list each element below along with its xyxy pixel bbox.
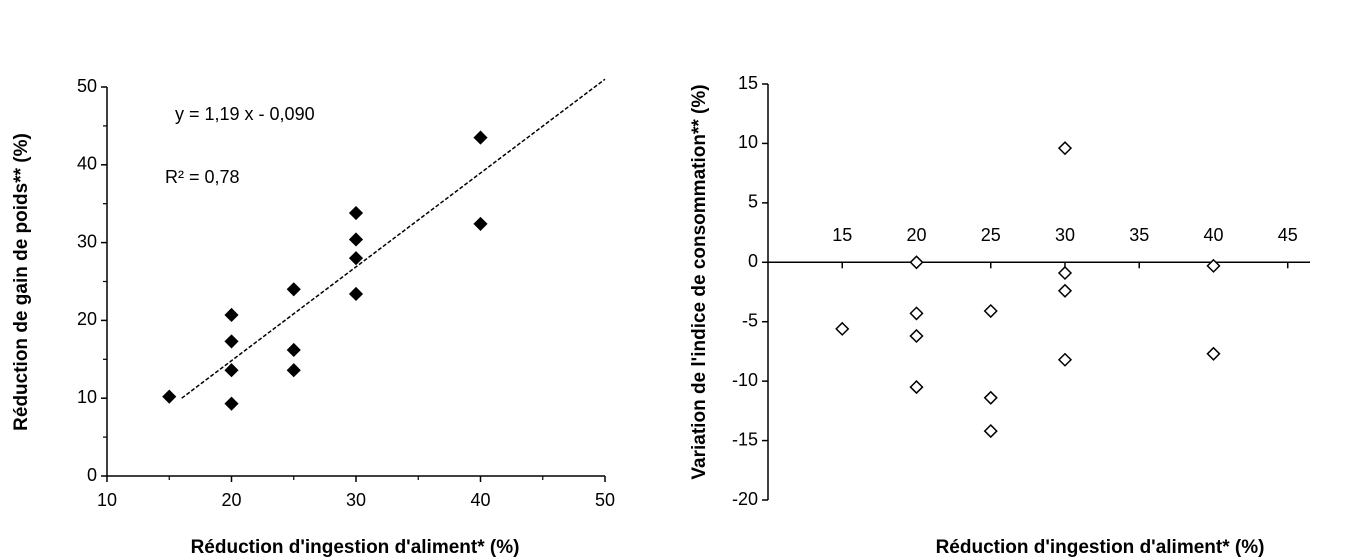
y-tick-label: 40: [77, 154, 97, 174]
data-point: [162, 389, 177, 404]
data-point: [286, 342, 301, 358]
data-point: [983, 390, 998, 405]
x-tick-label: 35: [1129, 225, 1149, 245]
x-axis-label: Réduction d'ingestion d'aliment* (%): [191, 537, 520, 558]
y-tick-label: 50: [77, 76, 97, 96]
data-point: [473, 130, 488, 145]
y-tick-label: 5: [748, 192, 758, 212]
y-tick-label: 10: [738, 132, 758, 152]
data-point: [224, 334, 239, 349]
data-point: [909, 306, 924, 321]
data-point: [983, 303, 998, 319]
y-tick-label: 15: [738, 73, 758, 93]
x-tick-label: 25: [981, 225, 1001, 245]
x-tick-label: 40: [470, 490, 490, 510]
y-tick-label: 0: [748, 251, 758, 271]
y-axis-label: Réduction de gain de poids** (%): [11, 133, 32, 431]
x-tick-label: 50: [595, 490, 615, 510]
y-tick-label: -20: [732, 489, 758, 509]
data-point: [348, 251, 364, 266]
annotation: y = 1,19 x - 0,090: [175, 104, 315, 124]
data-point: [909, 380, 924, 395]
y-tick-label: 0: [87, 465, 97, 485]
data-point: [286, 282, 301, 297]
data-point: [348, 286, 364, 302]
data-point: [224, 396, 239, 411]
y-tick-label: 20: [77, 309, 97, 329]
data-point: [1206, 346, 1221, 361]
y-axis-label: Variation de l'indice de consommation** …: [689, 84, 710, 479]
data-point: [473, 216, 488, 231]
data-point: [1057, 265, 1073, 281]
annotation: R² = 0,78: [165, 167, 240, 187]
data-point: [1057, 352, 1073, 367]
x-axis-label: Réduction d'ingestion d'aliment* (%): [936, 537, 1265, 558]
data-point: [224, 307, 239, 323]
y-tick-label: -5: [742, 310, 758, 330]
data-point: [909, 255, 924, 270]
y-tick-label: 30: [77, 231, 97, 251]
data-point: [1057, 283, 1073, 298]
y-tick-label: -15: [732, 429, 758, 449]
trendline: [181, 78, 606, 399]
data-point: [348, 232, 364, 247]
data-point: [1057, 141, 1073, 156]
y-tick-label: 10: [77, 387, 97, 407]
x-tick-label: 10: [97, 490, 117, 510]
x-tick-label: 30: [346, 490, 366, 510]
data-point: [835, 321, 850, 336]
y-tick-label: -10: [732, 370, 758, 390]
x-tick-label: 20: [221, 490, 241, 510]
data-point: [348, 205, 364, 221]
x-tick-label: 15: [832, 225, 852, 245]
x-tick-label: 30: [1055, 225, 1075, 245]
data-point: [983, 424, 998, 439]
data-point: [224, 363, 239, 378]
x-tick-label: 40: [1203, 225, 1223, 245]
x-tick-label: 20: [906, 225, 926, 245]
data-point: [909, 328, 924, 344]
data-point: [1206, 258, 1221, 273]
data-point: [286, 363, 301, 378]
x-tick-label: 45: [1278, 225, 1298, 245]
